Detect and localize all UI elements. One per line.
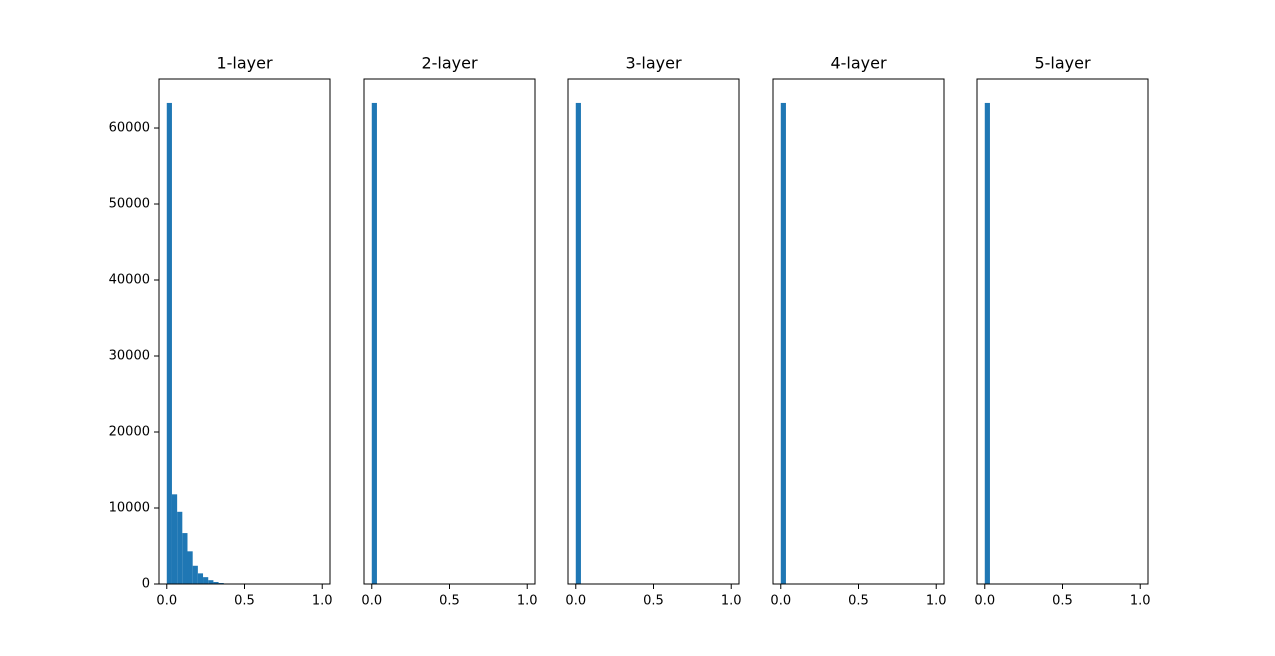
subplot-title: 5-layer bbox=[1034, 54, 1091, 73]
histogram-bar bbox=[197, 573, 204, 584]
x-tick-label: 0.5 bbox=[643, 594, 664, 609]
histogram-bar bbox=[177, 511, 183, 584]
y-tick-label: 50000 bbox=[109, 197, 150, 212]
histogram-bar bbox=[371, 102, 377, 584]
y-tick-label: 60000 bbox=[109, 121, 150, 136]
y-tick-label: 40000 bbox=[109, 273, 150, 288]
x-tick-label: 0.5 bbox=[848, 594, 869, 609]
axes-frame bbox=[363, 78, 536, 585]
y-tick-label: 10000 bbox=[109, 501, 150, 516]
histogram-bar bbox=[166, 102, 172, 584]
x-tick-label: 1.0 bbox=[312, 594, 333, 609]
y-tick-label: 20000 bbox=[109, 425, 150, 440]
x-tick-label: 0.5 bbox=[234, 594, 255, 609]
subplot-title: 2-layer bbox=[421, 54, 478, 73]
histogram-bar bbox=[984, 102, 990, 584]
x-tick-label: 0.0 bbox=[361, 594, 382, 609]
x-tick-label: 1.0 bbox=[517, 594, 538, 609]
x-tick-label: 0.0 bbox=[974, 594, 995, 609]
histogram-bar bbox=[182, 533, 188, 584]
histogram-bar bbox=[780, 102, 786, 584]
histogram-bar bbox=[213, 582, 219, 584]
y-tick-label: 0 bbox=[142, 577, 150, 592]
x-tick-label: 1.0 bbox=[1130, 594, 1151, 609]
x-tick-label: 0.0 bbox=[156, 594, 177, 609]
y-tick-label: 30000 bbox=[109, 349, 150, 364]
histogram-bar bbox=[192, 565, 198, 584]
axes-frame bbox=[567, 78, 740, 585]
x-tick-label: 0.0 bbox=[565, 594, 586, 609]
x-tick-label: 1.0 bbox=[721, 594, 742, 609]
axes-frame bbox=[976, 78, 1149, 585]
axes-frame bbox=[772, 78, 945, 585]
x-tick-label: 1.0 bbox=[926, 594, 947, 609]
x-tick-label: 0.0 bbox=[770, 594, 791, 609]
histogram-bar bbox=[203, 577, 209, 584]
histogram-bar bbox=[575, 102, 581, 584]
subplot-title: 4-layer bbox=[830, 54, 887, 73]
histogram-bar bbox=[171, 494, 178, 584]
axes-frame bbox=[158, 78, 331, 585]
subplot-title: 1-layer bbox=[216, 54, 273, 73]
subplot-title: 3-layer bbox=[625, 54, 682, 73]
x-tick-label: 0.5 bbox=[439, 594, 460, 609]
histogram-bar bbox=[208, 580, 214, 584]
x-tick-label: 0.5 bbox=[1052, 594, 1073, 609]
histogram-bar bbox=[187, 551, 193, 584]
